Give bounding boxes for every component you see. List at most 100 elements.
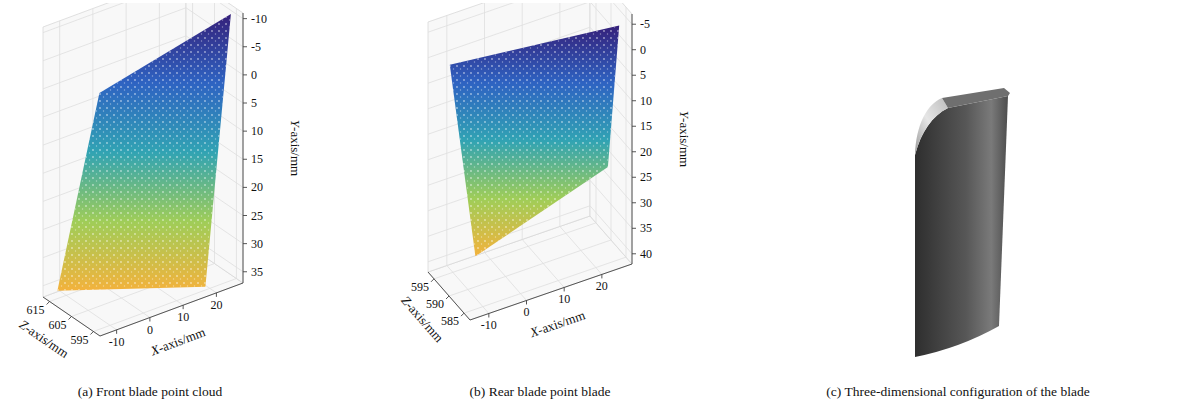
point-cloud (450, 25, 619, 256)
axes-box (428, 3, 632, 320)
point-cloud-surface (450, 25, 619, 256)
tick-label: 30 (251, 237, 263, 251)
tick-mark (632, 75, 636, 76)
blade-render (915, 88, 1010, 357)
axis-title: X-axis/mm (148, 324, 208, 358)
tick-mark (526, 300, 527, 304)
tick-mark (632, 228, 636, 229)
tick-label: 25 (251, 209, 263, 223)
z-axis-line (43, 297, 100, 336)
tick-label: 605 (49, 318, 67, 332)
tick-label: 0 (640, 43, 646, 57)
x-axis-line (100, 283, 243, 336)
axis-title: Z-axis/mm (17, 317, 72, 361)
blade-fillet (915, 98, 948, 155)
blade-body (915, 96, 1008, 357)
tick-label: 15 (640, 119, 652, 133)
grid-line (464, 257, 626, 313)
page: {"chart_data": [ {"type": "scatter3d", "… (0, 0, 1187, 407)
tick-mark (69, 317, 72, 320)
grid-line (449, 240, 611, 296)
figure: -1001020595605615-10-505101520253035X-ax… (0, 0, 1187, 407)
tick-label: -5 (640, 17, 650, 31)
tick-label: -10 (481, 318, 497, 332)
tick-label: 10 (640, 94, 652, 108)
tick-mark (601, 274, 602, 278)
tick-label: 5 (640, 68, 646, 82)
tick-label: 585 (441, 314, 459, 328)
grid-line (186, 3, 243, 19)
grid-line (590, 180, 632, 228)
point-cloud-texture (450, 25, 619, 256)
tick-mark (243, 243, 247, 244)
tick-label: -10 (109, 335, 125, 349)
tick-mark (183, 305, 184, 309)
axis-title: Y-axis/mm (288, 120, 303, 176)
tick-mark (243, 159, 247, 160)
tick-label: 15 (251, 152, 263, 166)
grid-line (446, 15, 447, 265)
panel-caption: (c) Three-dimensional configuration of t… (826, 384, 1089, 399)
z-axis-line (428, 272, 470, 320)
grid-line (590, 3, 632, 24)
panel-caption: (b) Rear blade point blade (470, 384, 611, 399)
axis-title-rest: -axis/mm (677, 118, 692, 167)
tick-label: 30 (640, 196, 652, 210)
grid-line (236, 9, 237, 279)
tick-mark (632, 253, 636, 254)
tick-label: 35 (251, 265, 263, 279)
tick-mark (632, 100, 636, 101)
tick-mark (461, 313, 464, 316)
axes: -1001020595605615-10-505101520253035X-ax… (17, 12, 303, 361)
y-axis-line (632, 14, 633, 264)
tick-mark (243, 271, 247, 272)
tick-label: -5 (251, 40, 261, 54)
tick-mark (243, 18, 247, 19)
grid-line (43, 3, 186, 33)
tick-label: 10 (177, 310, 189, 324)
tick-mark (632, 49, 636, 50)
tick-label: 10 (251, 124, 263, 138)
tick-label: 20 (210, 298, 222, 312)
tick-label: 40 (640, 247, 652, 261)
tick-label: 5 (251, 96, 257, 110)
tick-label: 20 (596, 279, 608, 293)
tick-mark (446, 296, 449, 299)
blade-top-face (942, 88, 1010, 108)
tick-mark (431, 279, 434, 282)
panel-caption: (a) Front blade point cloud (78, 384, 223, 399)
axis-title: Z-axis/mm (398, 293, 446, 345)
tick-mark (632, 151, 636, 152)
axis-title-rest: -axis/mm (288, 127, 303, 176)
tick-label: 25 (640, 170, 652, 184)
axis-title-rest: -axis/mm (23, 321, 72, 361)
tick-mark (632, 24, 636, 25)
tick-label: -10 (251, 12, 267, 26)
axis-title-rest: -axis/mm (156, 324, 207, 355)
tick-mark (243, 215, 247, 216)
tick-mark (149, 318, 150, 322)
tick-mark (116, 330, 117, 334)
tick-mark (216, 293, 217, 297)
axis-title-rest: -axis/mm (536, 307, 587, 337)
grid-line (43, 8, 186, 61)
tick-mark (47, 302, 50, 305)
point-cloud-surface (57, 14, 231, 291)
point-cloud-texture (57, 14, 231, 291)
axis-title: X-axis/mm (527, 307, 587, 340)
tick-label: 595 (70, 333, 88, 347)
tick-mark (243, 46, 247, 47)
axis-title-rest: -axis/mm (403, 298, 447, 345)
tick-mark (632, 202, 636, 203)
axes-box (43, 3, 243, 336)
tick-mark (564, 287, 565, 291)
grid-line (590, 206, 632, 254)
axis-title: Y-axis/mm (677, 111, 692, 167)
tick-label: 615 (27, 303, 45, 317)
tick-mark (243, 131, 247, 132)
axes: -1001020585590595-50510152025303540X-axi… (398, 14, 692, 345)
tick-label: 10 (558, 292, 570, 306)
tick-label: 20 (640, 145, 652, 159)
tick-mark (488, 313, 489, 317)
point-cloud (57, 14, 231, 291)
